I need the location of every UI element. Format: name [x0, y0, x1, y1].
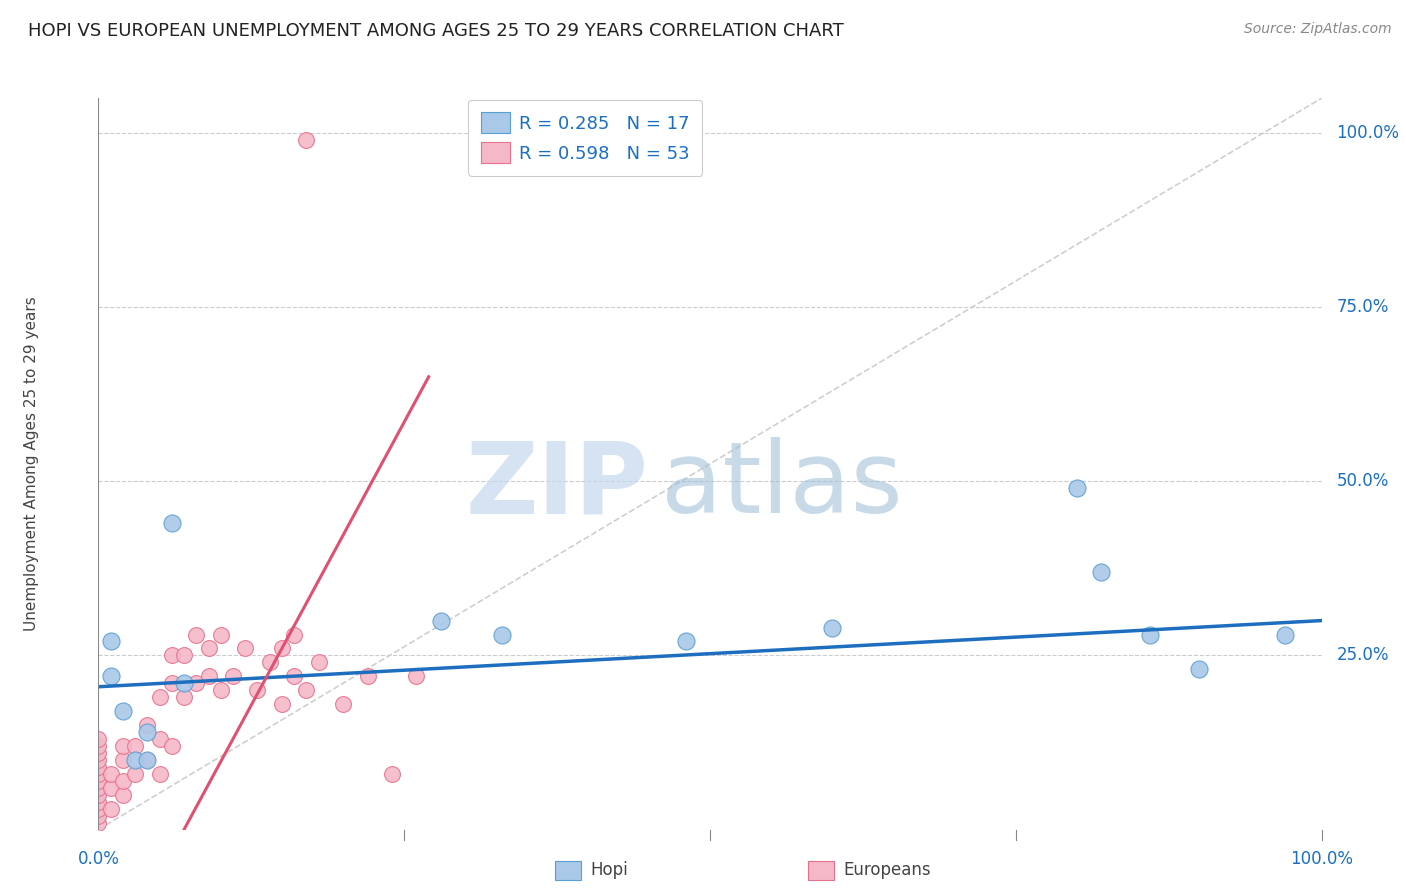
Point [1139, 627, 1161, 641]
Text: 100.0%: 100.0% [1291, 850, 1353, 869]
Text: Unemployment Among Ages 25 to 29 years: Unemployment Among Ages 25 to 29 years [24, 296, 38, 632]
Point [87, 802, 110, 816]
Point [87, 815, 110, 830]
Point [111, 753, 134, 767]
Point [100, 634, 122, 648]
Point [136, 753, 159, 767]
Point [111, 739, 134, 753]
Text: 100.0%: 100.0% [1336, 124, 1399, 142]
Point [87, 808, 110, 822]
Point [222, 669, 245, 683]
Point [821, 621, 844, 635]
Point [87, 780, 110, 795]
Text: Europeans: Europeans [844, 861, 931, 879]
Point [160, 676, 183, 690]
Point [149, 767, 172, 781]
Point [308, 656, 330, 670]
Point [100, 767, 122, 781]
Point [136, 753, 159, 767]
Point [283, 669, 305, 683]
Text: Source: ZipAtlas.com: Source: ZipAtlas.com [1244, 22, 1392, 37]
Point [87, 788, 110, 802]
Point [100, 780, 122, 795]
Point [1188, 662, 1211, 676]
Point [1090, 565, 1112, 579]
Point [149, 690, 172, 705]
Point [675, 634, 697, 648]
Point [173, 676, 195, 690]
Point [209, 627, 232, 641]
Point [100, 669, 122, 683]
Point [356, 669, 378, 683]
Point [197, 669, 219, 683]
Point [111, 704, 134, 718]
Point [136, 718, 159, 732]
Point [160, 739, 183, 753]
Text: 0.0%: 0.0% [77, 850, 120, 869]
Text: ZIP: ZIP [465, 437, 648, 534]
Text: atlas: atlas [661, 437, 903, 534]
Point [491, 627, 513, 641]
Point [136, 725, 159, 739]
Point [381, 767, 404, 781]
Point [197, 641, 219, 656]
Point [233, 641, 256, 656]
Point [124, 767, 146, 781]
Point [270, 697, 294, 711]
Point [149, 731, 172, 746]
Point [87, 731, 110, 746]
Point [430, 614, 453, 628]
Point [87, 739, 110, 753]
Point [160, 516, 183, 530]
Point [209, 683, 232, 698]
Point [111, 773, 134, 788]
Point [270, 641, 294, 656]
Point [87, 746, 110, 760]
Text: HOPI VS EUROPEAN UNEMPLOYMENT AMONG AGES 25 TO 29 YEARS CORRELATION CHART: HOPI VS EUROPEAN UNEMPLOYMENT AMONG AGES… [28, 22, 844, 40]
Point [87, 767, 110, 781]
Point [173, 690, 195, 705]
Point [1274, 627, 1296, 641]
Point [124, 739, 146, 753]
Point [259, 656, 281, 670]
Text: 75.0%: 75.0% [1336, 298, 1389, 316]
Point [186, 676, 208, 690]
Point [111, 788, 134, 802]
Point [295, 683, 318, 698]
Point [295, 133, 318, 147]
Point [87, 795, 110, 809]
Point [173, 648, 195, 663]
Point [87, 760, 110, 774]
Point [332, 697, 354, 711]
Point [87, 753, 110, 767]
Text: Hopi: Hopi [591, 861, 628, 879]
Point [405, 669, 427, 683]
Point [186, 627, 208, 641]
Point [246, 683, 269, 698]
Point [283, 627, 305, 641]
Point [87, 773, 110, 788]
Point [1066, 481, 1088, 495]
Point [100, 802, 122, 816]
Point [124, 753, 146, 767]
Point [160, 648, 183, 663]
Legend: R = 0.285   N = 17, R = 0.598   N = 53: R = 0.285 N = 17, R = 0.598 N = 53 [468, 100, 702, 176]
Text: 50.0%: 50.0% [1336, 472, 1389, 491]
Text: 25.0%: 25.0% [1336, 647, 1389, 665]
